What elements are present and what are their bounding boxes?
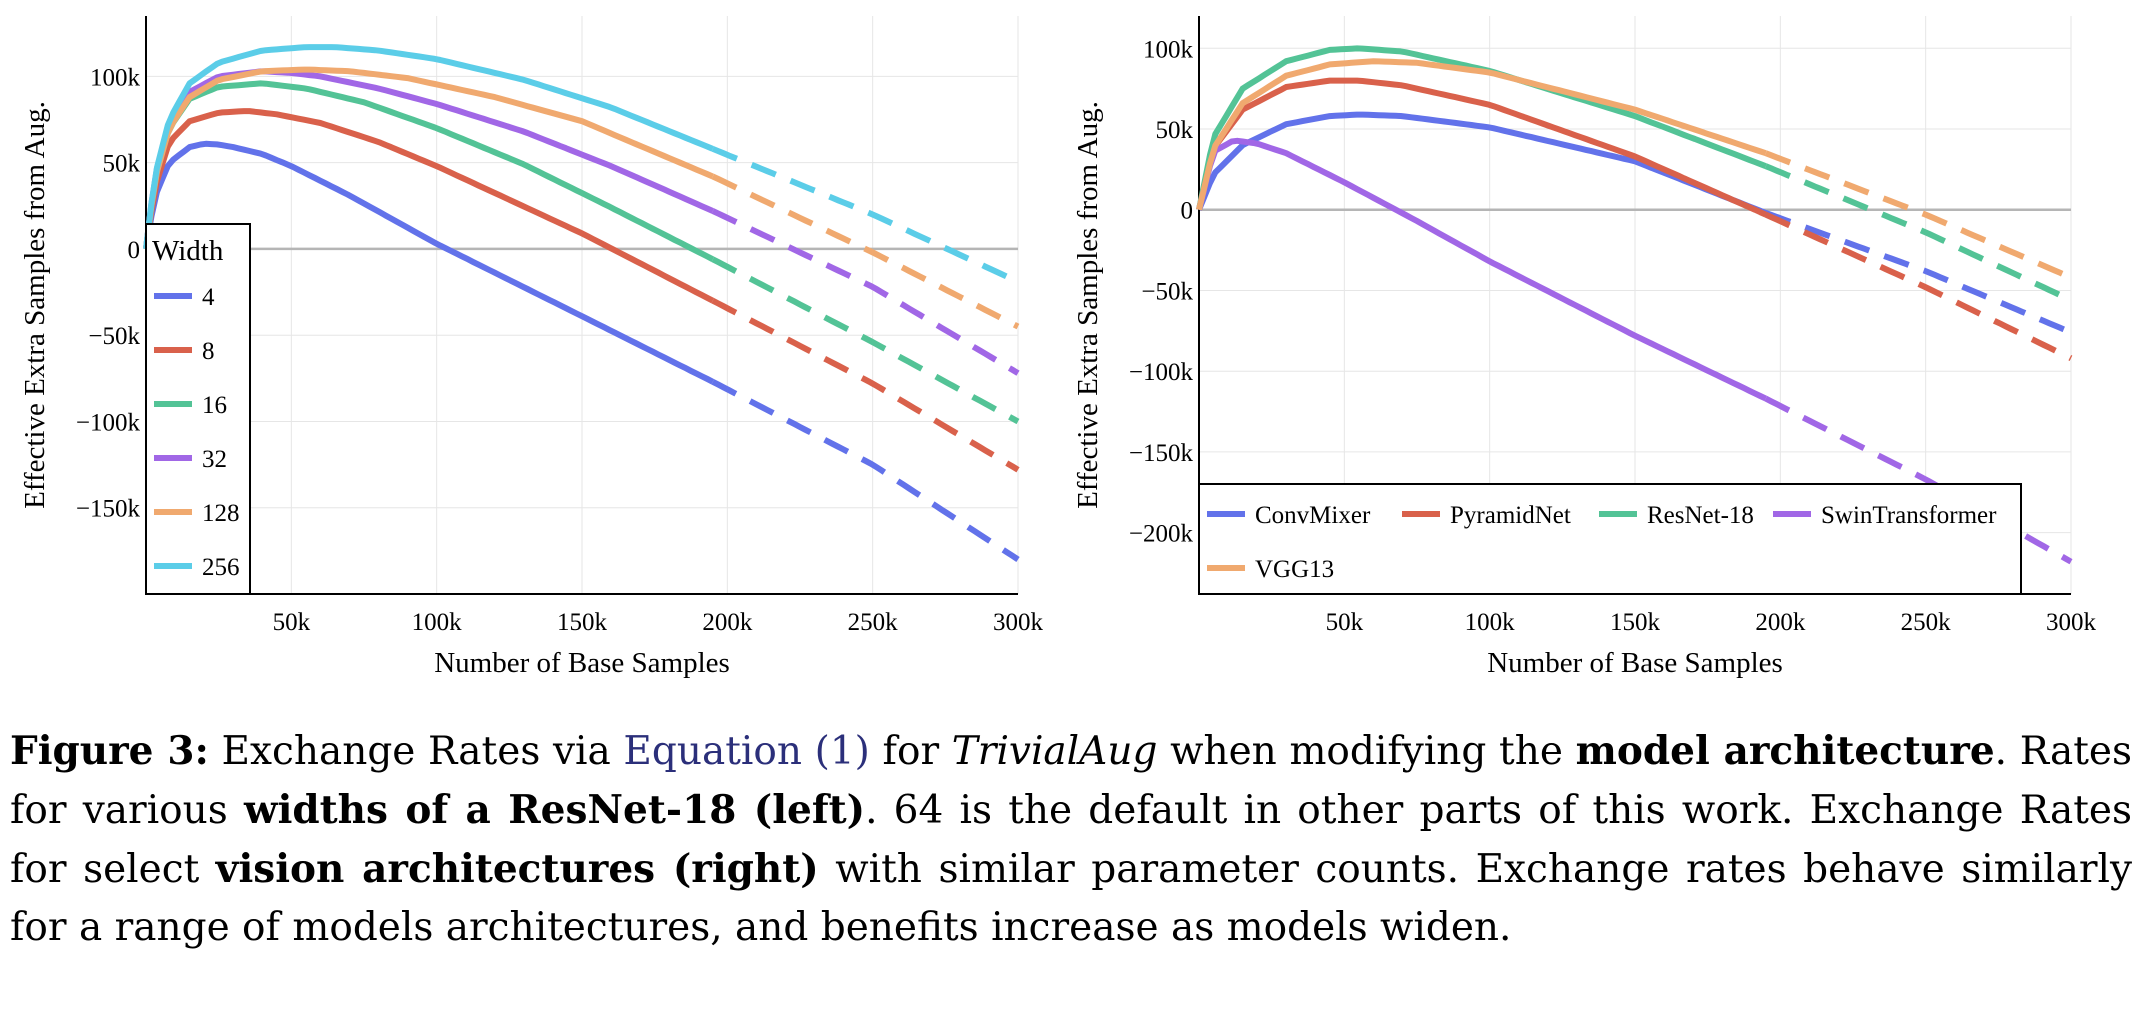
- series-line-ResNet-18-extrapolated: [1764, 163, 2073, 303]
- legend-box: [145, 223, 251, 595]
- caption-figure-label: Figure 3:: [10, 728, 209, 774]
- figure-charts: 50k 100k 150k 200k 250k 300k 100k 50k 0 −50k −100k…: [19, 16, 2097, 679]
- caption-text-4: . Rates for various: [10, 729, 2132, 833]
- y-tick-label: −100k: [76, 409, 141, 436]
- legend-title: Width: [152, 235, 224, 267]
- y-axis-title: Effective Extra Samples from Aug.: [19, 101, 51, 509]
- x-tick-label: 50k: [1326, 609, 1364, 636]
- caption-bold-2: widths of a ResNet-18 (left): [244, 787, 866, 833]
- caption-bold-3: vision architectures (right): [215, 846, 819, 892]
- series-line-VGG13-solid: [1196, 58, 1767, 211]
- y-tick-label: 0: [1181, 198, 1194, 225]
- legend: ConvMixer PyramidNet ResNet-18 SwinTransfor…: [1198, 483, 2022, 595]
- y-tick-label: −50k: [1141, 278, 1193, 305]
- legend-label: PyramidNet: [1450, 502, 1571, 529]
- series-line-128-solid: [143, 66, 714, 250]
- x-tick-label: 150k: [557, 609, 608, 636]
- caption-method: TrivialAug: [951, 729, 1158, 774]
- x-axis-title: Number of Base Samples: [1487, 647, 1783, 679]
- y-tick-label: −100k: [1129, 359, 1194, 386]
- legend-label: 16: [202, 392, 227, 419]
- series-line-PyramidNet-extrapolated: [1764, 211, 2073, 361]
- series-line-4-extrapolated: [711, 379, 1020, 562]
- y-tick-label: −150k: [1129, 440, 1194, 467]
- legend-label: VGG13: [1255, 556, 1334, 583]
- legend-label: 256: [202, 554, 240, 581]
- legend: Width 4 8 16 32 128 256: [145, 223, 251, 595]
- y-tick-label: −200k: [1129, 521, 1194, 548]
- y-tick-label: 100k: [1143, 36, 1194, 63]
- series-line-256-extrapolated: [711, 146, 1020, 285]
- x-tick-label: 250k: [1901, 609, 1952, 636]
- caption-bold-1: model architecture: [1575, 728, 1995, 774]
- x-tick-label: 300k: [2046, 609, 2097, 636]
- figure-caption: Figure 3: Exchange Rates via Equation (1…: [10, 722, 2132, 957]
- y-tick-label: 50k: [103, 151, 141, 178]
- caption-text-5: . 64 is the default in other parts of th…: [10, 788, 2132, 892]
- y-tick-label: 0: [128, 237, 141, 264]
- x-tick-label: 100k: [412, 609, 463, 636]
- y-tick-label: −50k: [88, 323, 140, 350]
- x-tick-label: 100k: [1465, 609, 1516, 636]
- caption-text-1: Exchange Rates via: [208, 729, 624, 774]
- legend-label: ResNet-18: [1647, 502, 1754, 529]
- x-tick-label: 200k: [1755, 609, 1806, 636]
- legend-label: ConvMixer: [1255, 502, 1371, 529]
- caption-text-3: when modifying the: [1157, 729, 1576, 774]
- legend-label: 4: [202, 284, 215, 311]
- x-axis-title: Number of Base Samples: [434, 647, 730, 679]
- right-chart-architectures: 50k 100k 150k 200k 250k 300k 100k 50k 0 −50k −100k…: [1072, 16, 2097, 679]
- left-chart-width: 50k 100k 150k 200k 250k 300k 100k 50k 0 −50k −100k…: [19, 16, 1044, 679]
- legend-label: 8: [202, 338, 215, 365]
- series-line-SwinTransformer-extrapolated: [1764, 395, 2073, 565]
- series-line-4-solid: [143, 140, 715, 385]
- series-line-SwinTransformer-solid: [1196, 137, 1768, 402]
- y-axis-title: Effective Extra Samples from Aug.: [1072, 101, 1104, 509]
- series-line-ConvMixer-extrapolated: [1764, 210, 2073, 336]
- legend-box: [1198, 483, 2022, 595]
- equation-link[interactable]: Equation (1): [623, 729, 870, 774]
- x-tick-label: 50k: [273, 609, 311, 636]
- legend-label: 32: [202, 446, 227, 473]
- legend-label: 128: [202, 500, 240, 527]
- series-line-VGG13-extrapolated: [1764, 150, 2073, 281]
- series-line-16-solid: [143, 80, 715, 262]
- legend-label: SwinTransformer: [1821, 502, 1997, 529]
- x-tick-label: 250k: [848, 609, 899, 636]
- series-line-256-solid: [143, 44, 714, 250]
- series-line-128-extrapolated: [711, 173, 1020, 330]
- x-tick-label: 300k: [993, 609, 1044, 636]
- series-line-32-extrapolated: [711, 208, 1020, 376]
- y-tick-label: 100k: [90, 64, 141, 91]
- x-tick-label: 200k: [702, 609, 753, 636]
- series-line-16-extrapolated: [711, 256, 1020, 425]
- y-tick-label: 50k: [1156, 117, 1194, 144]
- x-tick-label: 150k: [1610, 609, 1661, 636]
- caption-text-6: with similar parameter counts. Exchange …: [10, 847, 2133, 950]
- series-line-8-solid: [143, 108, 715, 304]
- caption-text-2: for: [869, 729, 952, 774]
- series-line-8-extrapolated: [711, 298, 1020, 473]
- series-line-PyramidNet-solid: [1196, 77, 1767, 218]
- y-tick-label: −150k: [76, 496, 141, 523]
